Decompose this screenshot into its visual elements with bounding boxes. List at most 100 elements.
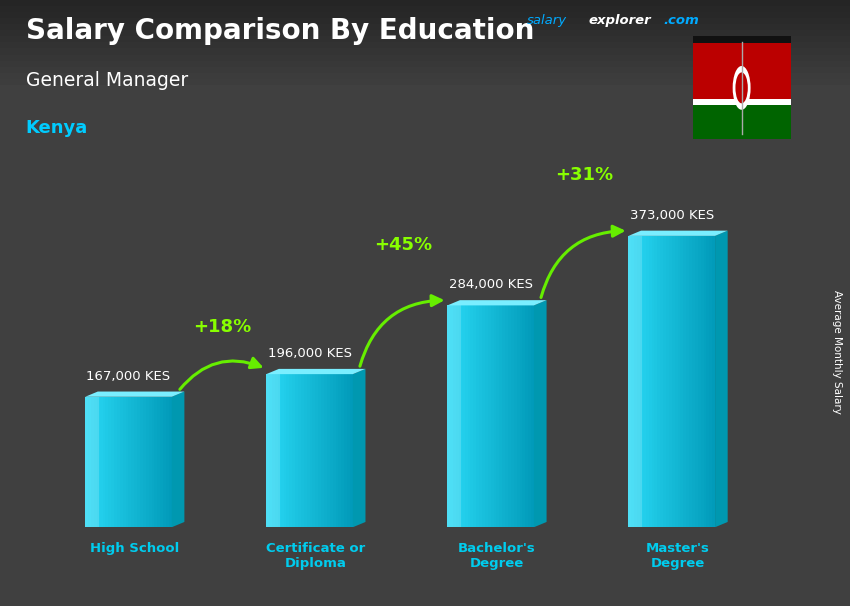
- Polygon shape: [298, 374, 301, 527]
- Polygon shape: [169, 397, 172, 527]
- Polygon shape: [155, 397, 157, 527]
- Polygon shape: [681, 236, 683, 527]
- Polygon shape: [272, 374, 275, 527]
- Polygon shape: [140, 397, 143, 527]
- Polygon shape: [456, 305, 459, 527]
- Polygon shape: [85, 397, 88, 527]
- Polygon shape: [523, 305, 525, 527]
- Polygon shape: [450, 305, 453, 527]
- Polygon shape: [628, 236, 632, 527]
- Polygon shape: [484, 305, 488, 527]
- Polygon shape: [657, 236, 660, 527]
- Polygon shape: [508, 305, 511, 527]
- Polygon shape: [146, 397, 149, 527]
- Text: Kenya: Kenya: [26, 119, 88, 137]
- Polygon shape: [132, 397, 134, 527]
- Polygon shape: [715, 231, 728, 527]
- Polygon shape: [496, 305, 499, 527]
- Polygon shape: [634, 236, 638, 527]
- Polygon shape: [675, 236, 677, 527]
- Text: explorer: explorer: [588, 13, 651, 27]
- Polygon shape: [476, 305, 479, 527]
- Polygon shape: [505, 305, 508, 527]
- Bar: [0, 0, 850, 6]
- Bar: [0, 42, 850, 48]
- Polygon shape: [347, 374, 350, 527]
- Polygon shape: [266, 369, 366, 374]
- Polygon shape: [494, 305, 496, 527]
- Polygon shape: [511, 305, 513, 527]
- Polygon shape: [280, 374, 284, 527]
- Polygon shape: [694, 236, 698, 527]
- Bar: [693, 99, 791, 105]
- Polygon shape: [266, 374, 280, 527]
- Bar: [693, 71, 791, 77]
- Polygon shape: [534, 300, 547, 527]
- Polygon shape: [85, 397, 99, 527]
- Text: Bachelor's
Degree: Bachelor's Degree: [458, 542, 536, 570]
- Polygon shape: [660, 236, 663, 527]
- Text: salary: salary: [527, 13, 567, 27]
- Polygon shape: [689, 236, 692, 527]
- Polygon shape: [704, 236, 706, 527]
- Text: Average Monthly Salary: Average Monthly Salary: [832, 290, 842, 413]
- Bar: [0, 67, 850, 73]
- Ellipse shape: [733, 66, 751, 110]
- Polygon shape: [502, 305, 505, 527]
- Polygon shape: [482, 305, 484, 527]
- Bar: [0, 18, 850, 24]
- Bar: [0, 55, 850, 61]
- Polygon shape: [669, 236, 672, 527]
- Polygon shape: [490, 305, 494, 527]
- Polygon shape: [470, 305, 473, 527]
- Polygon shape: [350, 374, 353, 527]
- Polygon shape: [488, 305, 490, 527]
- Bar: [0, 73, 850, 79]
- Polygon shape: [712, 236, 715, 527]
- Polygon shape: [161, 397, 163, 527]
- Polygon shape: [128, 397, 132, 527]
- Polygon shape: [97, 397, 99, 527]
- Polygon shape: [462, 305, 465, 527]
- Polygon shape: [330, 374, 332, 527]
- Polygon shape: [531, 305, 534, 527]
- Polygon shape: [157, 397, 161, 527]
- Polygon shape: [663, 236, 666, 527]
- Polygon shape: [686, 236, 689, 527]
- Polygon shape: [519, 305, 523, 527]
- Polygon shape: [666, 236, 669, 527]
- Polygon shape: [122, 397, 126, 527]
- Polygon shape: [327, 374, 330, 527]
- Polygon shape: [105, 397, 108, 527]
- Polygon shape: [94, 397, 97, 527]
- Polygon shape: [284, 374, 286, 527]
- Polygon shape: [677, 236, 681, 527]
- Text: Certificate or
Diploma: Certificate or Diploma: [266, 542, 366, 570]
- Polygon shape: [332, 374, 336, 527]
- Bar: [0, 30, 850, 36]
- Polygon shape: [700, 236, 704, 527]
- Polygon shape: [353, 369, 366, 527]
- Polygon shape: [525, 305, 528, 527]
- Polygon shape: [344, 374, 347, 527]
- Text: 373,000 KES: 373,000 KES: [630, 209, 714, 222]
- Text: General Manager: General Manager: [26, 72, 188, 90]
- Polygon shape: [453, 305, 456, 527]
- Text: .com: .com: [663, 13, 699, 27]
- Polygon shape: [166, 397, 169, 527]
- Polygon shape: [632, 236, 634, 527]
- Polygon shape: [640, 236, 643, 527]
- Polygon shape: [289, 374, 292, 527]
- Polygon shape: [286, 374, 289, 527]
- Polygon shape: [313, 374, 315, 527]
- Polygon shape: [275, 374, 278, 527]
- Polygon shape: [646, 236, 649, 527]
- Polygon shape: [698, 236, 700, 527]
- Bar: [693, 105, 791, 139]
- Polygon shape: [309, 374, 313, 527]
- Polygon shape: [108, 397, 111, 527]
- Polygon shape: [499, 305, 502, 527]
- Polygon shape: [643, 236, 646, 527]
- Polygon shape: [324, 374, 327, 527]
- Polygon shape: [126, 397, 128, 527]
